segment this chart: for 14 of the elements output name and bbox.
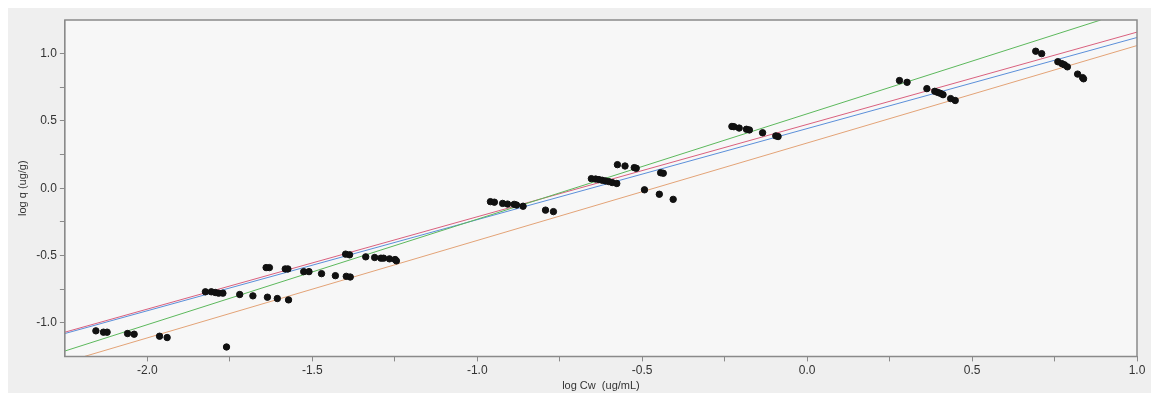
x-tick-label: -1.0: [466, 362, 488, 377]
y-tick-label: 1.0: [40, 45, 58, 60]
x-tick-label: 0.5: [963, 362, 981, 377]
y-tick-label: 0.0: [40, 180, 58, 195]
y-tick-label: -0.5: [36, 247, 58, 262]
x-tick-label: 0.0: [798, 362, 816, 377]
x-tick-label: -1.5: [301, 362, 323, 377]
x-tick-label: 1.0: [1128, 362, 1146, 377]
x-axis-title: log Cw (ug/mL): [562, 379, 640, 392]
x-tick-label: -0.5: [631, 362, 653, 377]
y-axis-title: log q (ug/g): [15, 160, 28, 217]
y-tick-label: -1.0: [36, 315, 58, 330]
y-tick-label: 0.5: [40, 113, 58, 128]
x-tick-label: -2.0: [137, 362, 159, 377]
